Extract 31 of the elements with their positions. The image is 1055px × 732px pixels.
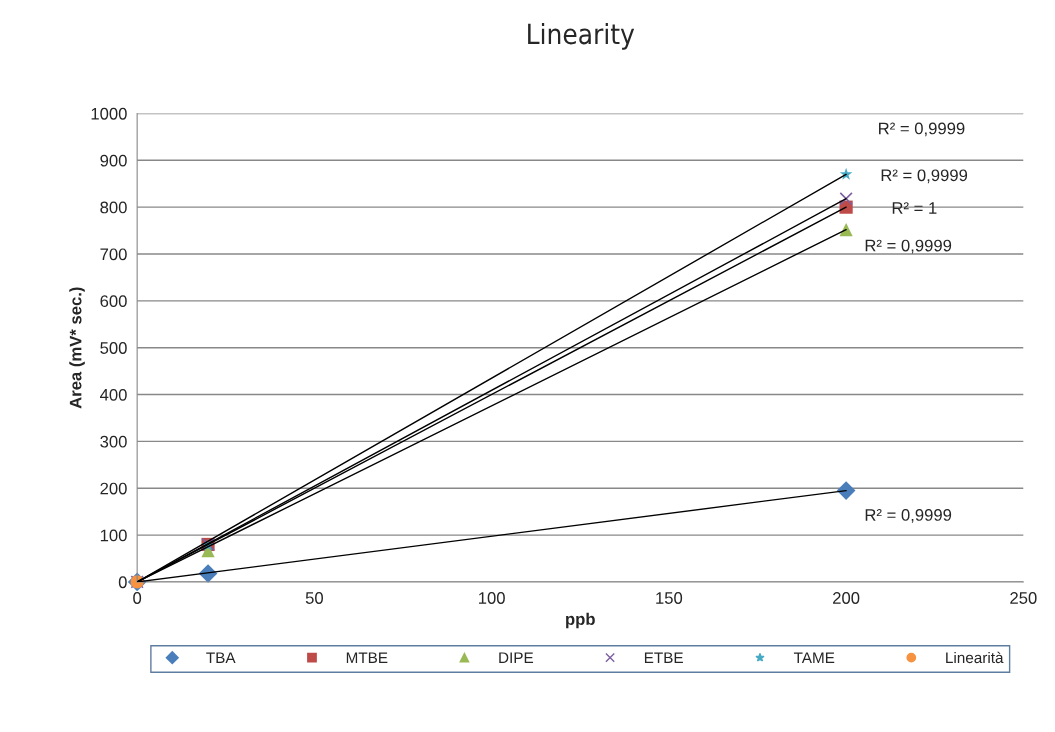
y-tick-label: 300	[100, 435, 127, 448]
x-axis-title: ppb	[566, 612, 595, 629]
y-tick-label: 600	[100, 295, 127, 308]
legend-label: MTBE	[346, 652, 388, 663]
x-tick-label: 200	[833, 592, 860, 604]
legend-label: Linearità	[946, 651, 1004, 664]
y-tick-label: 900	[100, 154, 127, 167]
x-tick-label: 50	[305, 592, 324, 604]
annotation: R² = 0,9999	[881, 169, 968, 184]
annotation: R² = 0,9999	[865, 239, 952, 254]
annotation: R² = 0,9999	[879, 122, 965, 137]
y-axis-title: Area (mV* sec.)	[69, 287, 85, 409]
x-tick-label: 0	[133, 592, 142, 604]
y-tick-label: 0	[118, 576, 127, 589]
legend-label: ETBE	[644, 652, 683, 663]
annotation: R² = 0,9999	[865, 509, 952, 523]
x-tick-label: 250	[1010, 592, 1037, 604]
y-tick-label: 400	[100, 388, 127, 401]
y-tick-label: 500	[100, 342, 127, 354]
legend-label: TAME	[793, 652, 835, 663]
y-tick-label: 700	[100, 248, 127, 261]
y-tick-label: 800	[100, 201, 127, 214]
legend-label: DIPE	[499, 652, 534, 663]
x-tick-label: 150	[656, 592, 683, 604]
y-tick-label: 1000	[91, 107, 127, 120]
y-tick-label: 100	[100, 529, 127, 542]
annotation: R² = 1	[892, 202, 937, 214]
x-tick-label: 100	[479, 592, 505, 604]
chart-title: Linearity	[528, 22, 635, 50]
legend-label: TBA	[206, 652, 236, 663]
y-tick-label: 200	[100, 482, 127, 495]
